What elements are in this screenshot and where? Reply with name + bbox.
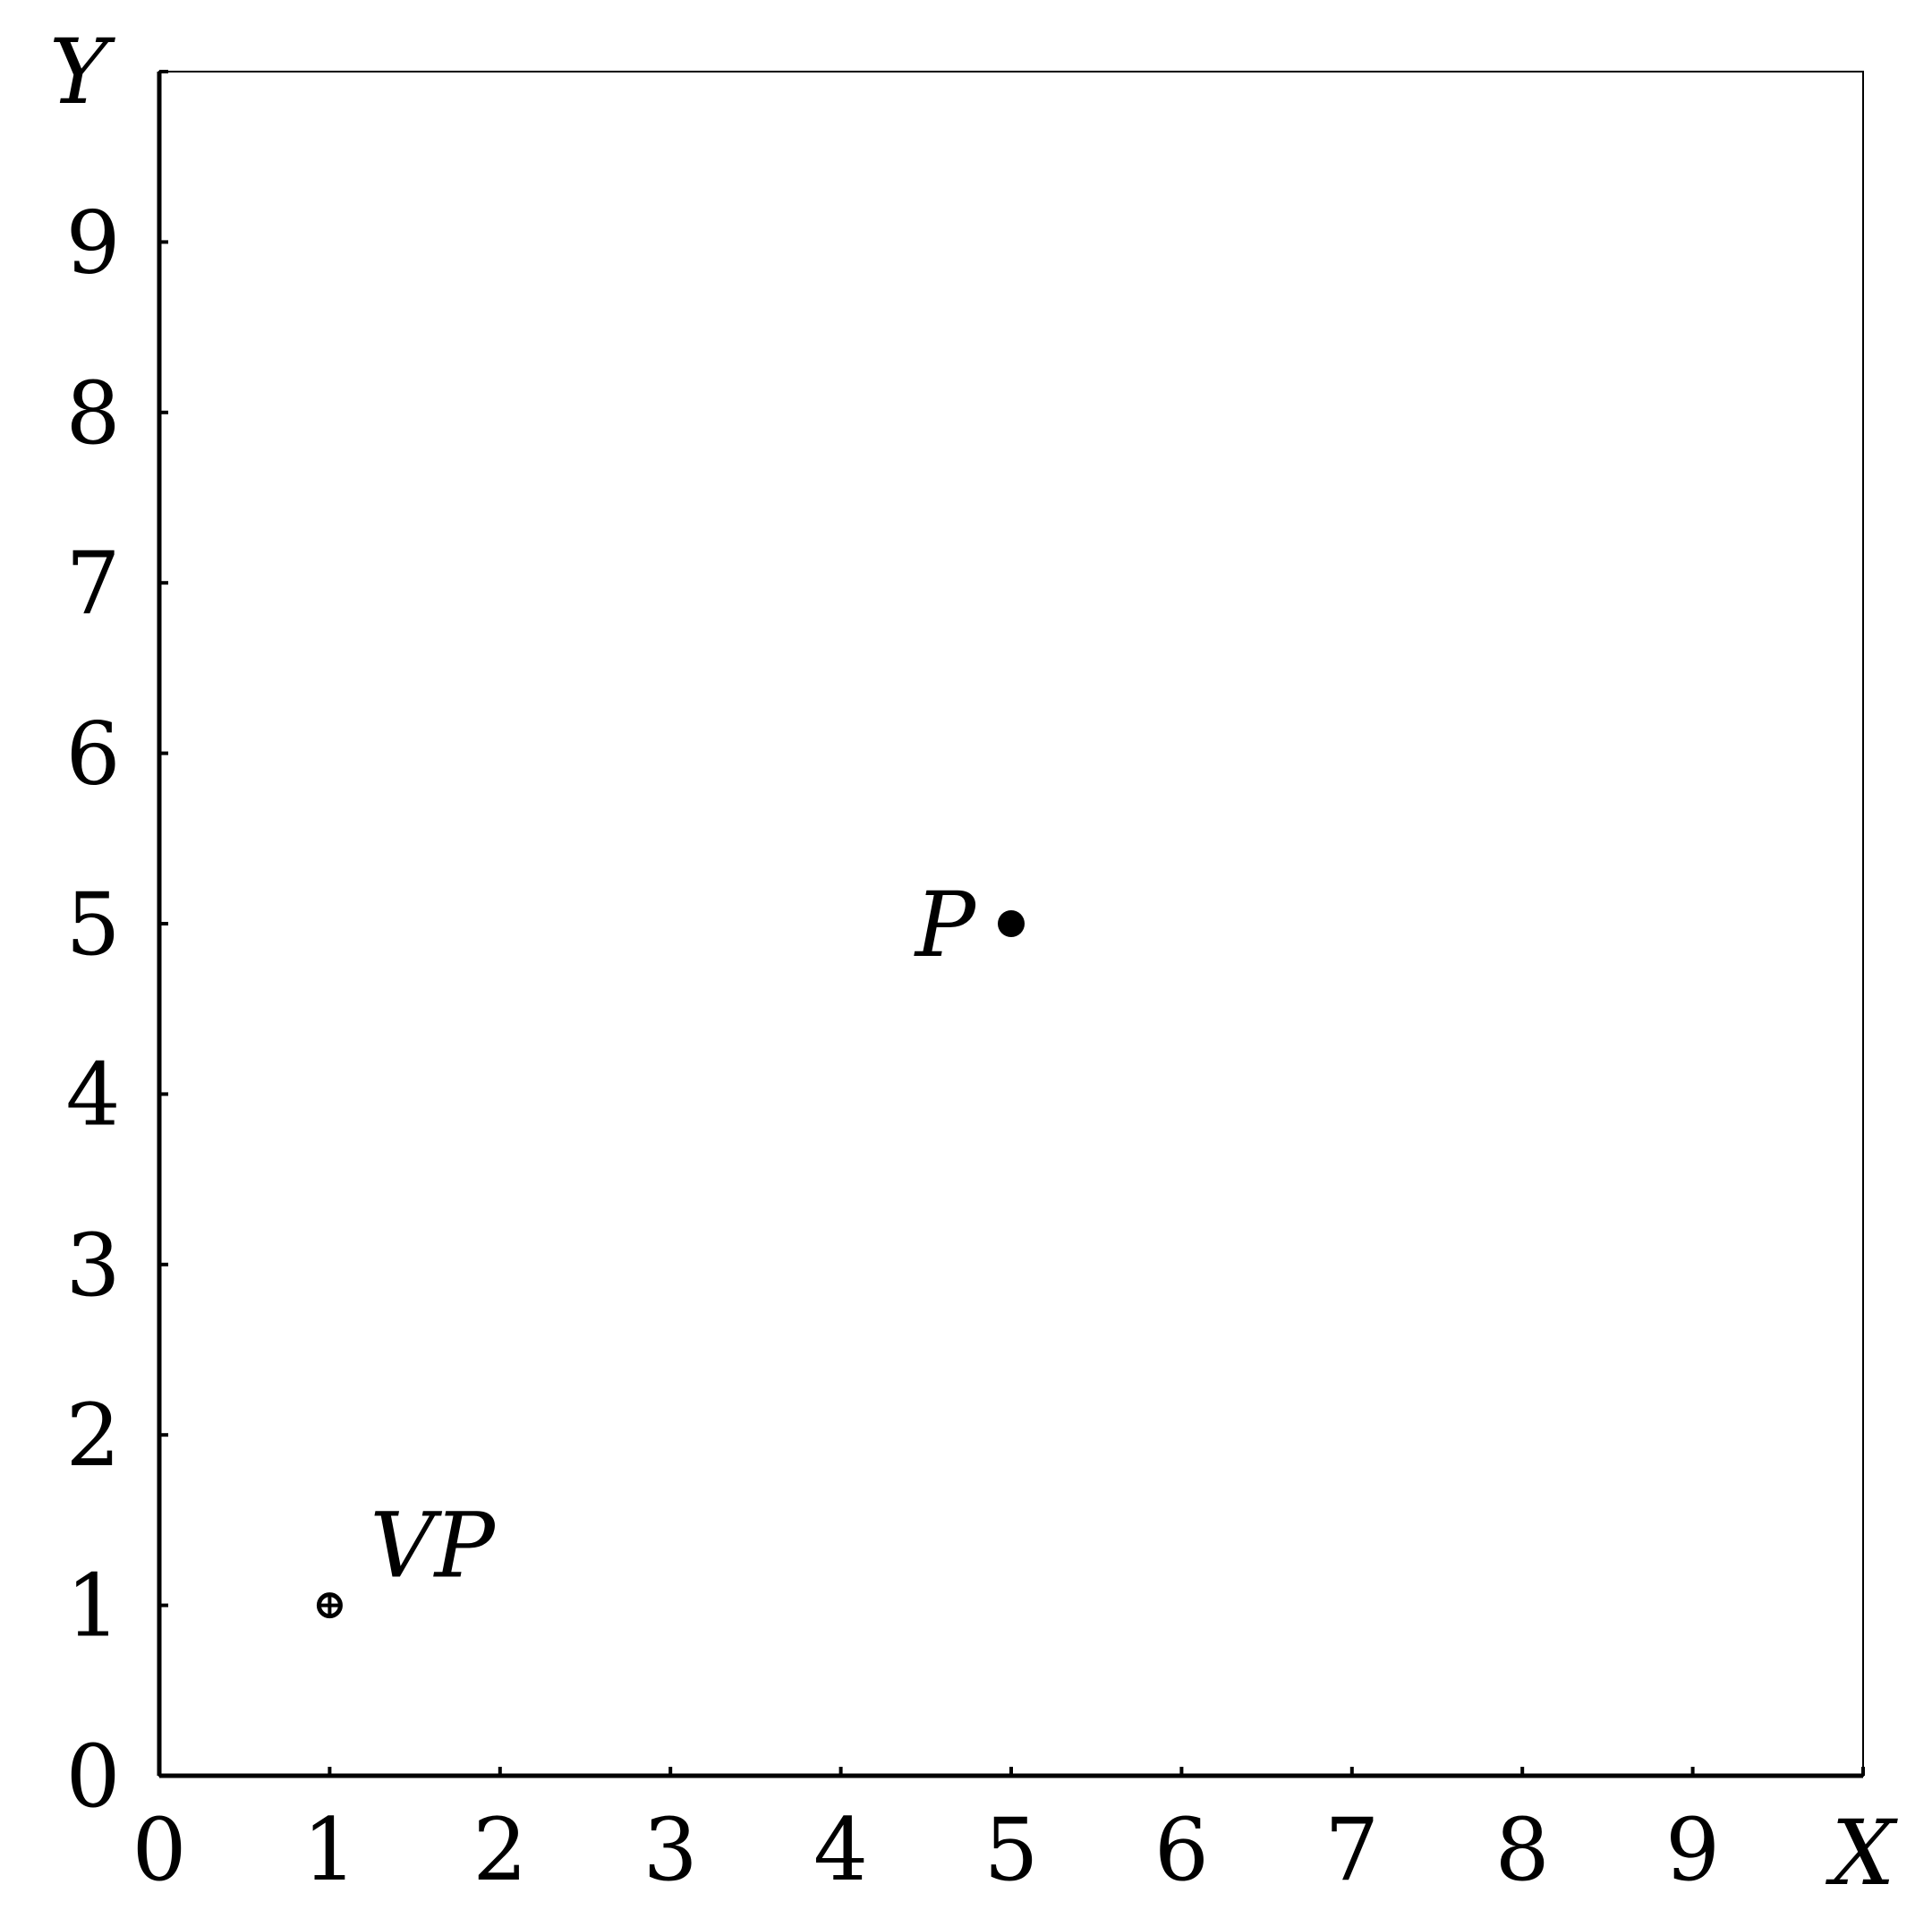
point-p-label: P xyxy=(914,873,977,977)
point-vp-marker xyxy=(316,1592,343,1619)
y-tick-label-6: 6 xyxy=(65,704,120,805)
y-tick-label-2: 2 xyxy=(65,1386,120,1486)
y-tick-label-7: 7 xyxy=(65,533,120,634)
y-tick-label-3: 3 xyxy=(65,1215,120,1316)
x-axis-label: X xyxy=(1825,1801,1898,1906)
x-tick-label-5: 5 xyxy=(983,1800,1038,1900)
y-tick-label-8: 8 xyxy=(65,363,120,464)
x-axis-ticks: 0 1 2 3 4 5 6 7 8 9 xyxy=(132,1767,1865,1900)
point-p-marker xyxy=(998,910,1025,937)
x-tick-label-7: 7 xyxy=(1324,1800,1379,1900)
x-tick-label-2: 2 xyxy=(472,1800,527,1900)
point-vp-label: VP xyxy=(370,1494,496,1599)
x-tick-label-9: 9 xyxy=(1665,1800,1720,1900)
x-tick-label-3: 3 xyxy=(643,1800,698,1900)
x-tick-label-4: 4 xyxy=(813,1800,868,1900)
x-tick-label-8: 8 xyxy=(1495,1800,1550,1900)
y-axis-label: Y xyxy=(49,20,115,124)
x-tick-label-0: 0 xyxy=(132,1800,186,1900)
x-tick-label-6: 6 xyxy=(1154,1800,1209,1900)
x-tick-label-1: 1 xyxy=(302,1800,357,1900)
y-tick-label-1: 1 xyxy=(65,1556,120,1657)
y-tick-label-9: 9 xyxy=(65,192,120,293)
y-tick-label-0: 0 xyxy=(65,1727,120,1827)
y-tick-label-5: 5 xyxy=(65,874,120,975)
y-axis-ticks: 0 1 2 3 4 5 6 7 8 9 xyxy=(65,70,168,1827)
data-points: P VP xyxy=(316,873,1025,1619)
y-tick-label-4: 4 xyxy=(65,1045,120,1145)
